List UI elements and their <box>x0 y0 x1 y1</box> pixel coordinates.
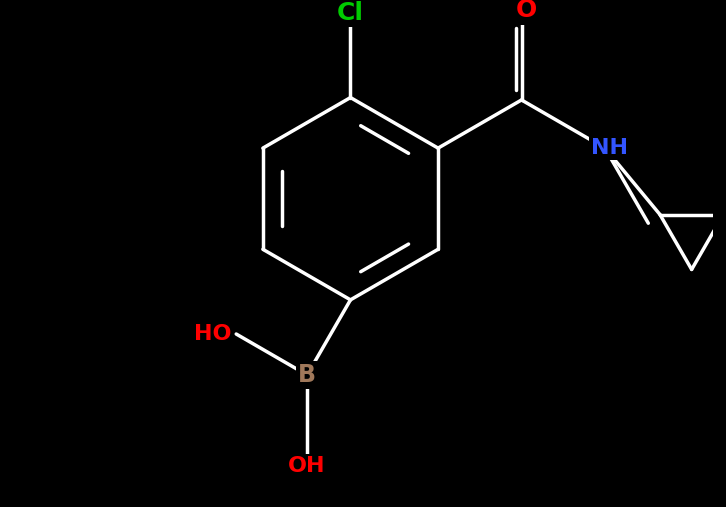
Text: O: O <box>515 0 537 22</box>
Text: NH: NH <box>591 138 628 158</box>
Text: Cl: Cl <box>337 1 364 25</box>
Text: HO: HO <box>194 324 232 344</box>
Text: B: B <box>298 363 316 387</box>
Text: OH: OH <box>288 456 326 477</box>
